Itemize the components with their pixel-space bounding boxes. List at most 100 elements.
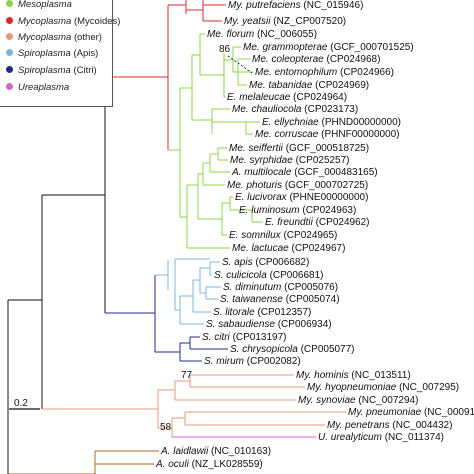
taxon-labels: My. putrefaciens (NC_015946) My. yeatsii … [155, 0, 474, 470]
bootstrap-label: 58 [160, 422, 172, 433]
legend-swatch-icon [6, 33, 13, 40]
taxon-label: My. synoviae (NC_007294) [298, 395, 418, 406]
taxon-name: A. multilocale [231, 167, 294, 178]
taxon-accession: (NC_013511) [351, 370, 410, 381]
taxon-label: E. somnilux (CP024965) [229, 230, 337, 241]
taxon-name: E. somnilux [229, 230, 283, 241]
legend-swatch-icon [6, 66, 13, 73]
taxon-label: Me. seiffertii (GCF_000518725) [229, 143, 369, 154]
legend-item: Ureaplasma [6, 82, 69, 94]
legend-swatch-icon [6, 17, 13, 24]
legend-swatch-icon [6, 83, 13, 90]
taxon-name: E. melaleucae [227, 92, 293, 103]
taxon-accession: (CP006682) [255, 257, 309, 268]
taxon-accession: (CP024965) [283, 230, 337, 241]
taxon-accession: (PHNF00000000) [321, 129, 399, 140]
taxon-label: Me. chauliocola (CP023173) [232, 104, 358, 115]
taxon-label: U. urealyticum (NC_011374) [318, 432, 444, 443]
taxon-name: Me. grammopterae [243, 42, 330, 53]
taxon-label: S. apis (CP006682) [222, 257, 309, 268]
taxon-name: S. mirum [204, 356, 247, 367]
taxon-label: A. oculi (NZ_LK028559) [155, 459, 263, 470]
legend-item: Spiroplasma (Apis) [6, 48, 98, 60]
legend-swatch-icon [6, 49, 13, 56]
taxon-label: S. sabaudiense (CP006934) [206, 319, 332, 330]
taxon-accession: (CP024962) [316, 217, 370, 228]
taxon-accession: (CP012357) [257, 307, 311, 318]
legend-label: Spiroplasma (Apis) [18, 48, 99, 59]
taxon-name: E. lucivorax [235, 192, 289, 203]
taxon-label: A. laidlawii (NC_010163) [160, 446, 271, 457]
taxon-label: My. hyopneumoniae (NC_007295) [307, 382, 459, 393]
taxon-name: Me. florum [207, 29, 257, 40]
legend: Mesoplasma Mycoplasma (Mycoides) Mycoplasm… [0, 0, 120, 107]
taxon-name: S. diminutum [223, 282, 284, 293]
taxon-label: S. taiwanense (CP005074) [220, 294, 340, 305]
taxon-name: S. citri [202, 332, 233, 343]
taxon-label: Me. florum (NC_006055) [207, 29, 317, 40]
taxon-label: E. lucivorax (PHNE00000000) [235, 192, 368, 203]
taxon-label: Me. coleopterae (CP024968) [252, 54, 380, 65]
legend-label: Mycoplasma (other) [18, 32, 102, 43]
taxon-accession: (CP002082) [247, 356, 301, 367]
taxon-accession: (NC_004432) [392, 420, 452, 431]
tree-branches [7, 0, 346, 474]
taxon-name: Me. lactucae [232, 243, 291, 254]
taxon-accession: (GCF_000702725) [285, 180, 368, 191]
taxon-accession: (NC_006055) [257, 29, 317, 40]
taxon-name: E. ellychniae [262, 117, 321, 128]
taxon-label: S. culicicola (CP006681) [214, 270, 324, 281]
taxon-name: E. luminosum [239, 205, 302, 216]
taxon-name: My. yeatsii [224, 16, 273, 27]
taxon-label: Me. entomophilum (CP024966) [255, 67, 394, 78]
taxon-name: Me. corruscae [255, 129, 321, 140]
taxon-accession: (CP006934) [278, 319, 332, 330]
taxon-label: Me. syrphidae (CP025257) [230, 155, 350, 166]
taxon-name: S. culicicola [214, 270, 270, 281]
taxon-accession: (PHNE00000000) [289, 192, 368, 203]
taxon-label: Me. photuris (GCF_000702725) [227, 180, 368, 191]
taxon-accession: (CP024967) [291, 243, 345, 254]
taxon-name: E. freundtii [265, 217, 316, 228]
taxon-accession: (CP024963) [302, 205, 356, 216]
taxon-name: Me. coleopterae [252, 54, 327, 65]
taxon-name: A. oculi [155, 459, 192, 470]
taxon-name: Me. syrphidae [230, 155, 296, 166]
taxon-name: My. hominis [296, 370, 351, 381]
legend-label: Ureaplasma [18, 82, 70, 93]
taxon-label: My. pneumoniae (NC_000912) [348, 407, 474, 418]
scale-bar: 0.2 [9, 398, 40, 410]
taxon-accession: (NC_015946) [303, 0, 363, 11]
taxon-name: My. putrefaciens [228, 0, 303, 11]
taxon-name: Me. entomophilum [255, 67, 340, 78]
taxon-label: S. mirum (CP002082) [204, 356, 301, 367]
taxon-label: S. litorale (CP012357) [213, 307, 311, 318]
taxon-label: Me. tabanidae (CP024969) [249, 80, 369, 91]
bootstrap-label: 86 [219, 44, 231, 55]
taxon-label: E. luminosum (CP024963) [239, 205, 356, 216]
taxon-name: Me. chauliocola [232, 104, 304, 115]
taxon-accession: (CP023173) [304, 104, 358, 115]
taxon-accession: (NC_007294) [358, 395, 418, 406]
taxon-name: My. penetrans [327, 420, 392, 431]
taxon-accession: (CP024966) [340, 67, 394, 78]
taxon-name: S. litorale [213, 307, 257, 318]
taxon-accession: (CP005074) [286, 294, 340, 305]
taxon-accession: (CP006681) [270, 270, 324, 281]
taxon-accession: (CP005076) [284, 282, 338, 293]
taxon-name: My. pneumoniae [348, 407, 424, 418]
taxon-accession: (NC_000912) [424, 407, 474, 418]
taxon-accession: (CP024968) [327, 54, 381, 65]
taxon-accession: (CP005077) [301, 344, 355, 355]
taxon-accession: (GCF_000701525) [330, 42, 413, 53]
taxon-label: My. putrefaciens (NC_015946) [228, 0, 363, 11]
taxon-accession: (NZ_LK028559) [192, 459, 263, 470]
taxon-name: My. hyopneumoniae [307, 382, 399, 393]
taxon-label: A. multilocale (GCF_000483165) [231, 167, 378, 178]
taxon-accession: (NZ_CP007520) [273, 16, 346, 27]
taxon-accession: (NC_011374) [385, 432, 444, 443]
taxon-label: My. penetrans (NC_004432) [327, 420, 452, 431]
taxon-label: E. ellychniae (PHND00000000) [262, 117, 401, 128]
legend-item: Mesoplasma [6, 0, 72, 11]
